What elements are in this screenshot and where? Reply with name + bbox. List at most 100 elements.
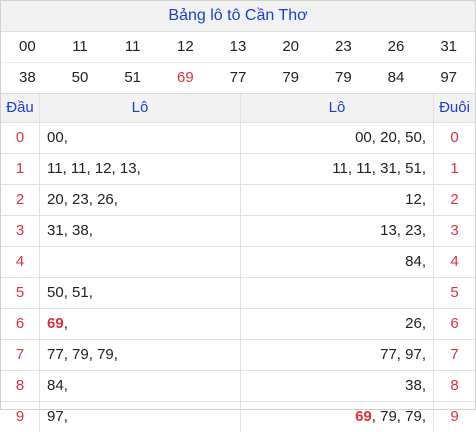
result-number: 84: [387, 69, 405, 86]
separator: ,: [86, 160, 95, 177]
lo-number: 69: [355, 408, 372, 425]
table-row: 5 50, 51, 5: [1, 278, 475, 309]
table-header-row: Đầu Lô Lô Đuôi: [1, 94, 475, 123]
dau-cell: 8: [1, 371, 40, 401]
separator: ,: [63, 191, 73, 208]
lo-left-cell: 69,: [40, 309, 241, 339]
lo-left-cell: 31, 38,: [40, 216, 241, 246]
result-number: 97: [440, 69, 457, 86]
lo-number: 84: [405, 253, 422, 270]
separator: ,: [63, 315, 68, 332]
result-number: 23: [317, 32, 370, 63]
lo-number: 23: [405, 222, 422, 239]
lo-right-cell: 38,: [241, 371, 434, 401]
dau-cell: 6: [1, 309, 40, 339]
lo-number: 79: [72, 346, 89, 363]
lo-number: 38: [405, 377, 422, 394]
lo-left-cell: 84,: [40, 371, 241, 401]
lo-number: 11: [356, 160, 372, 177]
lo-number: 23: [72, 191, 89, 208]
lo-number: 79: [405, 408, 422, 425]
lo-number: 13: [380, 222, 397, 239]
lo-number: 50: [405, 129, 422, 146]
header-dau: Đầu: [1, 94, 40, 122]
lo-number: 31: [380, 160, 397, 177]
separator: ,: [421, 346, 426, 363]
dau-cell: 4: [1, 247, 40, 277]
result-number: 79: [282, 69, 299, 86]
lo-left-cell: [40, 247, 241, 277]
lo-right-cell: 69, 79, 79,: [241, 402, 434, 432]
lo-number: 11: [47, 160, 63, 177]
separator: ,: [421, 377, 426, 394]
lo-number: 51: [72, 284, 89, 301]
separator: ,: [136, 160, 141, 177]
lo-number: 84: [47, 377, 64, 394]
result-number: 12: [159, 32, 212, 63]
lo-left-cell: 97,: [40, 402, 241, 432]
separator: ,: [421, 129, 426, 146]
separator: ,: [396, 346, 406, 363]
lo-right-cell: 11, 11, 31, 51,: [241, 154, 434, 184]
page-title: Bảng lô tô Cần Thơ: [1, 1, 475, 32]
lo-number: 12: [405, 191, 422, 208]
result-number: 50: [71, 69, 89, 86]
dau-cell: 9: [1, 402, 40, 432]
result-number: 38: [18, 69, 36, 86]
lo-right-cell: 77, 97,: [241, 340, 434, 370]
separator: ,: [396, 408, 406, 425]
duoi-cell: 8: [450, 377, 459, 394]
table-row: 0 00, 00, 20, 50, 0: [1, 123, 475, 154]
result-number: 31: [422, 32, 475, 63]
table-row: 1 11, 11, 12, 13, 11, 11, 31, 51, 1: [1, 154, 475, 185]
result-number: 26: [369, 32, 423, 63]
lo-number: 20: [47, 191, 64, 208]
dau-cell: 5: [1, 278, 40, 308]
separator: ,: [63, 129, 68, 146]
separator: ,: [371, 408, 381, 425]
result-number: 11: [106, 32, 159, 63]
duoi-cell: 9: [450, 408, 459, 425]
lo-number: 51: [405, 160, 422, 177]
duoi-cell: 0: [450, 129, 459, 146]
duoi-cell: 4: [450, 253, 459, 270]
lo-right-cell: 26,: [241, 309, 434, 339]
result-number: 51: [124, 69, 141, 86]
lo-number: 11: [70, 160, 87, 177]
lo-number: 00: [355, 129, 372, 146]
lo-right-cell: 84,: [241, 247, 434, 277]
table-row: 8 84, 38, 8: [1, 371, 475, 402]
lo-left-cell: 77, 79, 79,: [40, 340, 241, 370]
separator: ,: [63, 284, 73, 301]
lo-number: 97: [405, 346, 422, 363]
lo-right-cell: 12,: [241, 185, 434, 215]
separator: ,: [88, 191, 98, 208]
duoi-cell: 1: [450, 160, 459, 177]
separator: ,: [111, 160, 120, 177]
result-number: 11: [53, 32, 107, 63]
result-number: 13: [211, 32, 265, 63]
table-row: 2 20, 23, 26, 12, 2: [1, 185, 475, 216]
separator: ,: [88, 346, 98, 363]
lo-number: 77: [380, 346, 397, 363]
dau-cell: 1: [1, 154, 40, 184]
table-row: 9 97, 69, 79, 79, 9: [1, 402, 475, 432]
lo-right-cell: 13, 23,: [241, 216, 434, 246]
separator: ,: [347, 160, 357, 177]
result-number: 79: [334, 69, 352, 86]
separator: ,: [421, 222, 426, 239]
lo-right-cell: 00, 20, 50,: [241, 123, 434, 153]
header-lo-left: Lô: [40, 94, 241, 122]
duoi-cell: 7: [450, 346, 459, 363]
table-row: 4 84, 4: [1, 247, 475, 278]
dau-cell: 3: [1, 216, 40, 246]
separator: ,: [421, 315, 426, 332]
header-duoi: Đuôi: [439, 99, 470, 116]
lo-to-table: Đầu Lô Lô Đuôi 0 00, 00, 20, 50, 0 1 11, 11, …: [1, 94, 475, 432]
duoi-cell: 6: [450, 315, 459, 332]
dau-cell: 0: [1, 123, 40, 153]
separator: ,: [88, 284, 93, 301]
separator: ,: [63, 222, 73, 239]
separator: ,: [421, 191, 426, 208]
